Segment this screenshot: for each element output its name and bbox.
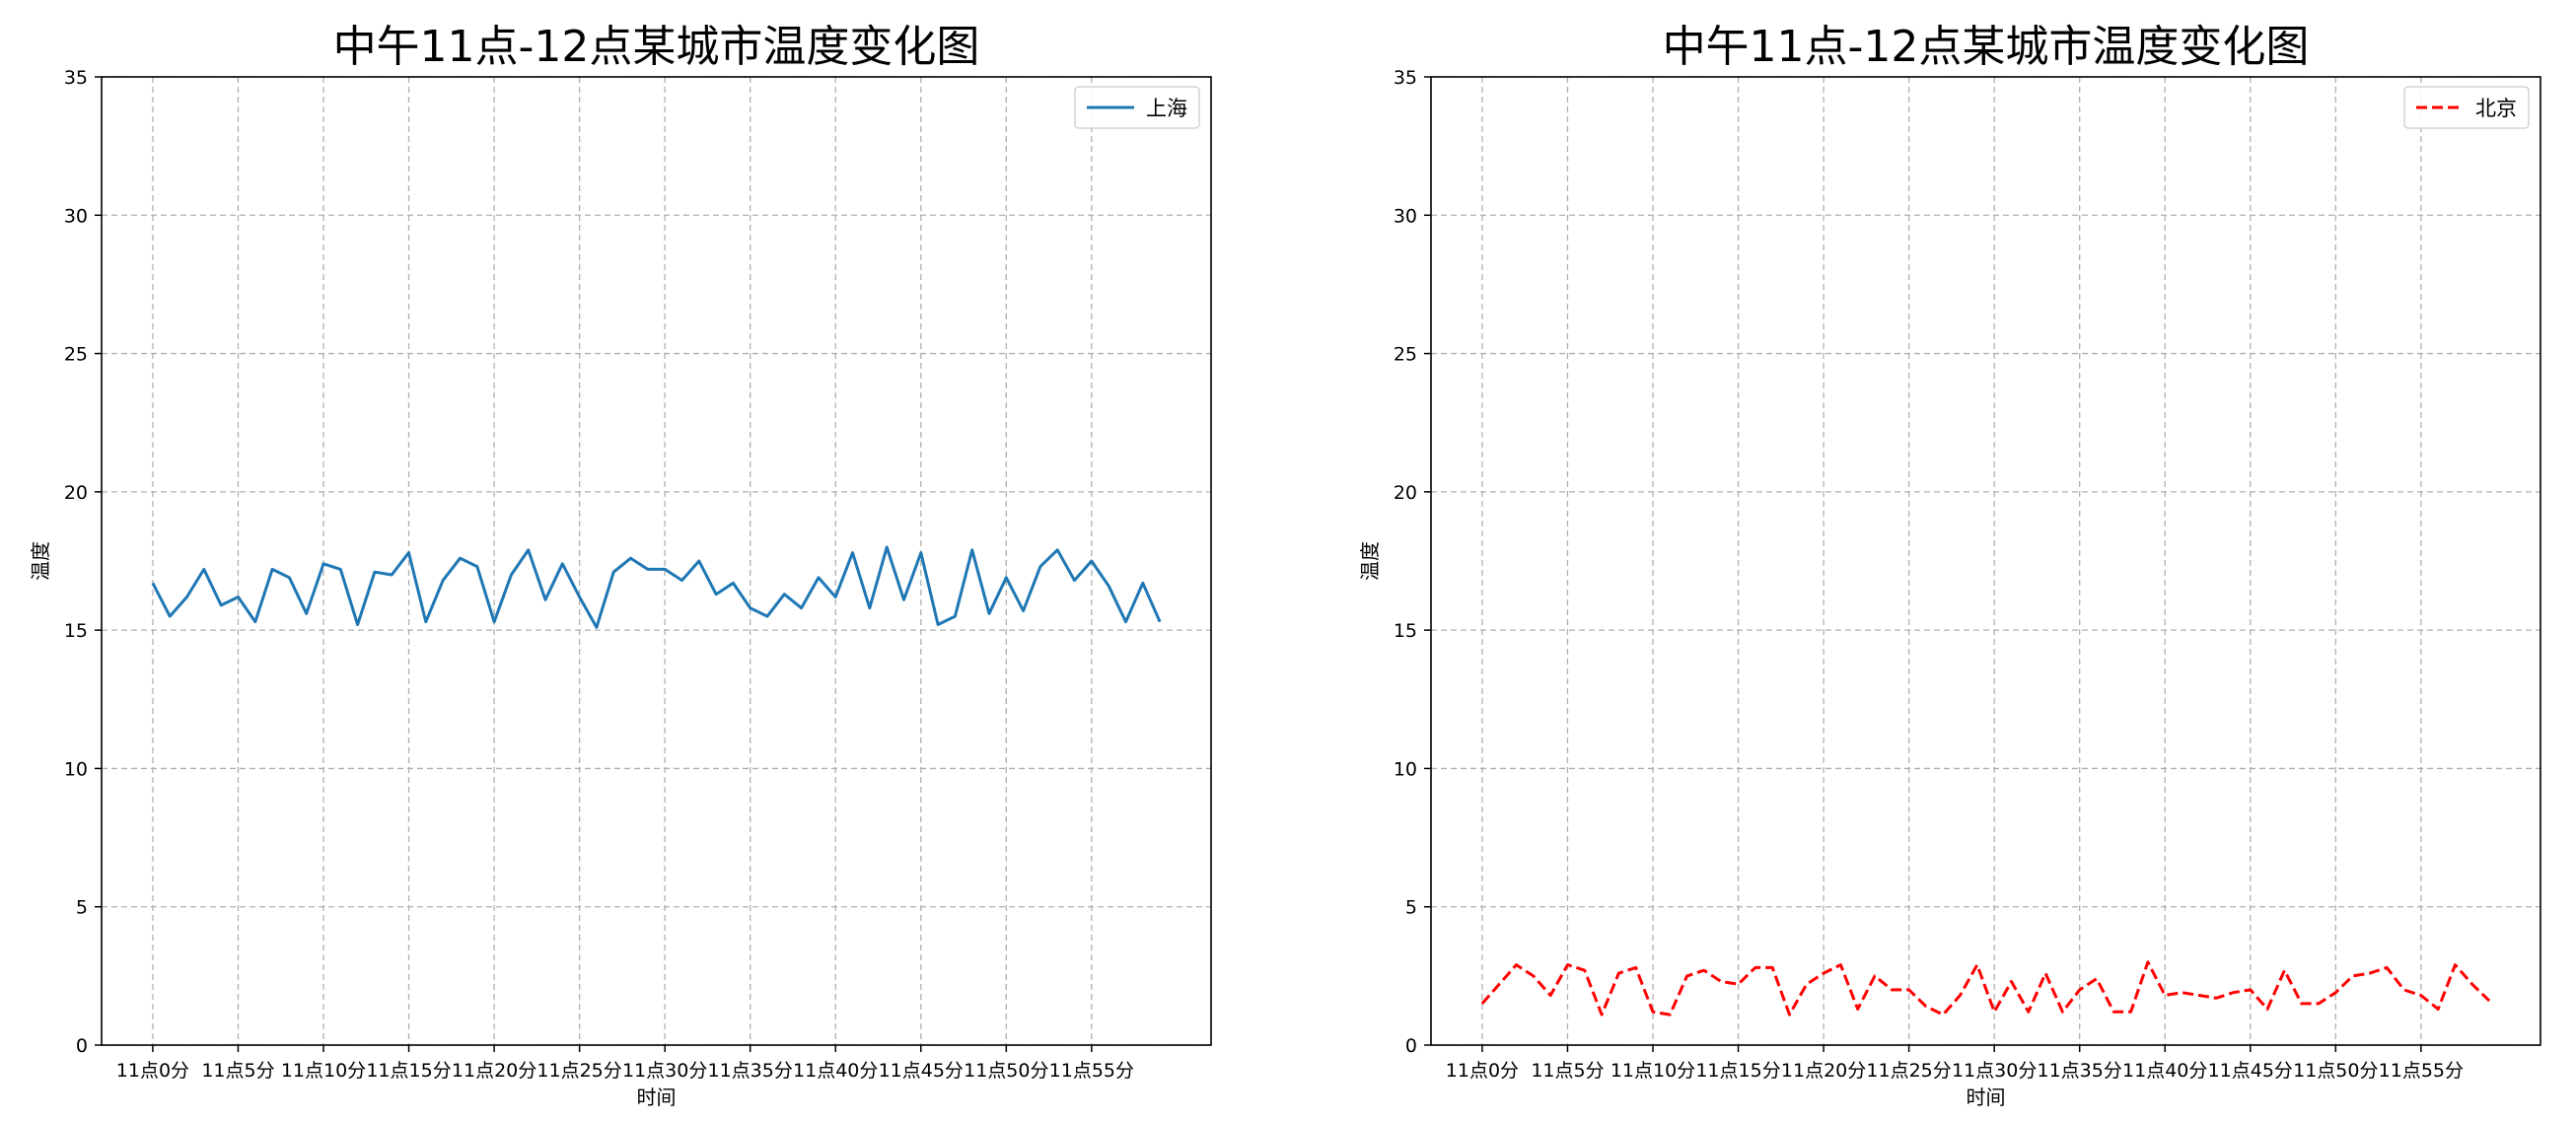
x-tick-label: 11点40分 [2122, 1060, 2207, 1082]
x-tick-label: 11点50分 [964, 1060, 1048, 1082]
x-tick-label: 11点0分 [1446, 1060, 1519, 1082]
legend: 北京 [2403, 86, 2530, 129]
legend-label: 北京 [2475, 97, 2517, 120]
x-tick-label: 11点20分 [1781, 1060, 1866, 1082]
x-tick-label: 11点10分 [281, 1060, 366, 1082]
x-tick-label: 11点45分 [879, 1060, 964, 1082]
legend-label: 上海 [1146, 97, 1187, 120]
x-tick-label: 11点40分 [793, 1060, 878, 1082]
x-tick-label: 11点30分 [622, 1060, 707, 1082]
chart-title: 中午11点-12点某城市温度变化图 [333, 22, 980, 72]
axes-frame [101, 76, 1212, 1046]
legend-box [2403, 86, 2530, 129]
x-axis-label: 时间 [637, 1086, 677, 1109]
chart-title: 中午11点-12点某城市温度变化图 [1663, 22, 2310, 72]
y-tick-label: 10 [64, 758, 88, 780]
y-tick-label: 30 [64, 205, 88, 227]
x-tick-label: 11点35分 [2038, 1060, 2122, 1082]
x-tick-label: 11点10分 [1610, 1060, 1695, 1082]
y-tick-label: 35 [1394, 67, 1417, 89]
y-axis-label: 温度 [29, 541, 52, 581]
y-tick-label: 20 [64, 482, 88, 504]
axes-frame [1430, 76, 2541, 1046]
x-tick-label: 11点50分 [2293, 1060, 2378, 1082]
x-tick-label: 11点5分 [201, 1060, 274, 1082]
x-tick-label: 11点15分 [366, 1060, 451, 1082]
y-tick-label: 15 [64, 620, 88, 642]
legend-box [1074, 86, 1200, 129]
x-axis-label: 时间 [1967, 1086, 2006, 1109]
x-tick-label: 11点25分 [537, 1060, 621, 1082]
chart-beijing: 11点0分 11点5分 11点10分 11点15分 11点20分 11点25分 11点30分… [1358, 22, 2541, 1109]
y-tick-label: 0 [1405, 1035, 1417, 1057]
x-tick-label: 11点45分 [2208, 1060, 2293, 1082]
series-line [1480, 960, 2491, 1017]
y-tick-label: 20 [1394, 482, 1417, 504]
x-tick-label: 11点35分 [708, 1060, 793, 1082]
series-line [151, 545, 1162, 629]
x-tick-label: 11点25分 [1866, 1060, 1951, 1082]
y-axis-label: 温度 [1358, 541, 1382, 581]
y-tick-label: 30 [1394, 205, 1417, 227]
y-tick-label: 5 [76, 897, 88, 919]
x-tick-label: 11点30分 [1952, 1060, 2037, 1082]
chart-shanghai: 11点0分 11点5分 11点10分 11点15分 11点20分 11点25分 11点30分… [29, 22, 1212, 1109]
legend: 上海 [1074, 86, 1200, 129]
y-tick-label: 10 [1394, 758, 1417, 780]
x-tick-label: 11点20分 [452, 1060, 537, 1082]
x-tick-label: 11点15分 [1695, 1060, 1780, 1082]
x-tick-label: 11点5分 [1531, 1060, 1604, 1082]
y-tick-label: 5 [1405, 897, 1417, 919]
y-tick-label: 35 [64, 67, 88, 89]
y-tick-label: 25 [64, 344, 88, 366]
x-tick-label: 11点55分 [1049, 1060, 1134, 1082]
x-tick-label: 11点0分 [116, 1060, 189, 1082]
y-tick-label: 15 [1394, 620, 1417, 642]
y-tick-label: 0 [76, 1035, 88, 1057]
x-tick-label: 11点55分 [2379, 1060, 2464, 1082]
y-tick-label: 25 [1394, 344, 1417, 366]
